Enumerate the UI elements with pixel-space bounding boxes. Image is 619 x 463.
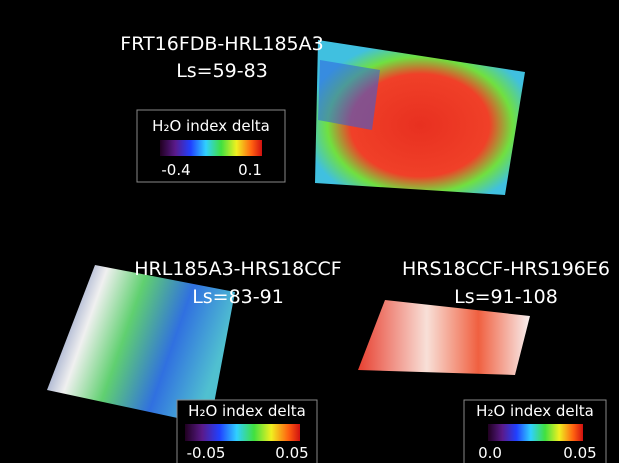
panel-subtitle: Ls=59-83 bbox=[176, 60, 268, 82]
colorbar-tick-label: -0.4 bbox=[161, 161, 190, 179]
legend-label: H₂O index delta bbox=[152, 117, 270, 135]
legend-label: H₂O index delta bbox=[188, 402, 306, 420]
colorbar-tick-label: 0.1 bbox=[238, 161, 262, 179]
panel-title: HRL185A3-HRS18CCF bbox=[134, 258, 341, 280]
figure: FRT16FDB-HRL185A3 Ls=59-83 H₂O index delta… bbox=[0, 0, 619, 463]
maps bbox=[0, 0, 619, 463]
map-image bbox=[358, 300, 530, 375]
panel-title: HRS18CCF-HRS196E6 bbox=[402, 258, 610, 280]
panel-subtitle: Ls=83-91 bbox=[192, 286, 284, 308]
legend-label: H₂O index delta bbox=[476, 402, 594, 420]
colorbar-tick-label: 0.05 bbox=[275, 444, 308, 462]
colorbar-tick-label: -0.05 bbox=[187, 444, 226, 462]
map-detail bbox=[318, 60, 380, 130]
panel-subtitle: Ls=91-108 bbox=[454, 286, 558, 308]
colorbar-tick-label: 0.0 bbox=[478, 444, 502, 462]
colorbar bbox=[160, 140, 262, 156]
colorbar bbox=[185, 424, 300, 441]
panel-title: FRT16FDB-HRL185A3 bbox=[120, 33, 323, 55]
colorbar bbox=[488, 424, 583, 441]
colorbar-tick-label: 0.05 bbox=[563, 444, 596, 462]
